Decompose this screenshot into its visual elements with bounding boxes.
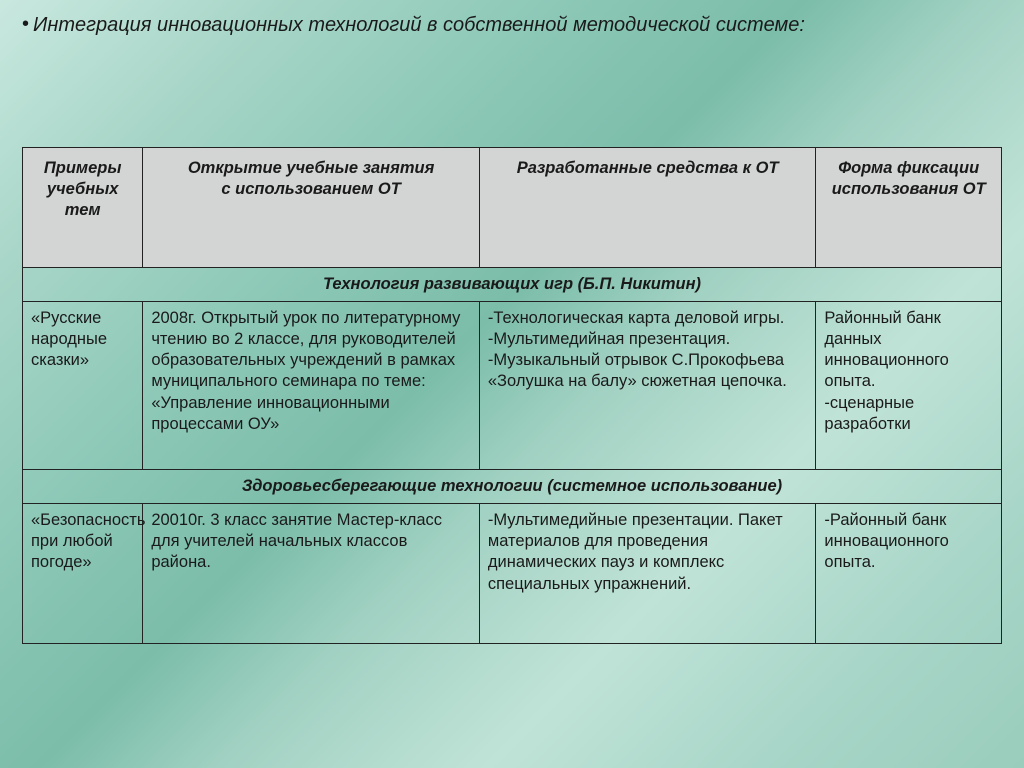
section-1-label-row: Технология развивающих игр (Б.П. Никитин… bbox=[23, 268, 1002, 302]
s1r1-c4: Районный банк данных инновационного опыт… bbox=[816, 302, 1002, 470]
page-title-row: • Интеграция инновационных технологий в … bbox=[22, 14, 1002, 37]
col-header-4: Форма фиксации использования ОТ bbox=[816, 148, 1002, 268]
s2r1-c2: 20010г. 3 класс занятие Мастер-класс для… bbox=[143, 504, 480, 644]
col-header-3: Разработанные средства к ОТ bbox=[479, 148, 816, 268]
s2r1-c3: -Мультимедийные презентации. Пакет матер… bbox=[479, 504, 816, 644]
section-2-row-1: «Безопасность при любой погоде» 20010г. … bbox=[23, 504, 1002, 644]
s1r1-c2: 2008г. Открытый урок по литературному чт… bbox=[143, 302, 480, 470]
s1r1-c1: «Русские народные сказки» bbox=[23, 302, 143, 470]
section-1-row-1: «Русские народные сказки» 2008г. Открыты… bbox=[23, 302, 1002, 470]
title-bullet: • bbox=[22, 14, 29, 34]
header-row: Примеры учебных тем Открытие учебные зан… bbox=[23, 148, 1002, 268]
s2r1-c1: «Безопасность при любой погоде» bbox=[23, 504, 143, 644]
main-table: Примеры учебных тем Открытие учебные зан… bbox=[22, 147, 1002, 644]
section-1-label: Технология развивающих игр (Б.П. Никитин… bbox=[23, 268, 1002, 302]
s1r1-c3: -Технологическая карта деловой игры.-Мул… bbox=[479, 302, 816, 470]
page-title: Интеграция инновационных технологий в со… bbox=[33, 14, 805, 37]
col-header-1: Примеры учебных тем bbox=[23, 148, 143, 268]
section-2-label: Здоровьесберегающие технологии (системно… bbox=[23, 470, 1002, 504]
s2r1-c4: -Районный банк инновационного опыта. bbox=[816, 504, 1002, 644]
col-header-2: Открытие учебные занятияс использованием… bbox=[143, 148, 480, 268]
section-2-label-row: Здоровьесберегающие технологии (системно… bbox=[23, 470, 1002, 504]
